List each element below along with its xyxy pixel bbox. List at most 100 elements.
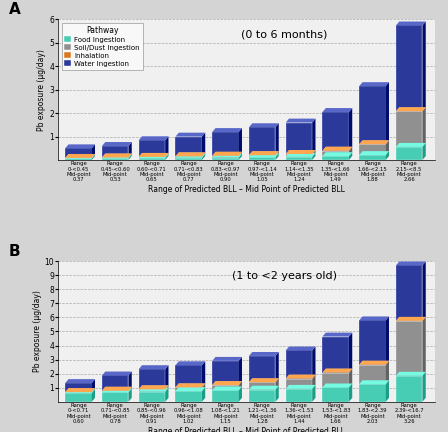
Polygon shape — [139, 136, 168, 140]
Polygon shape — [165, 136, 168, 157]
Bar — [65, 393, 92, 402]
Polygon shape — [239, 381, 242, 385]
Polygon shape — [212, 381, 242, 385]
Bar — [176, 391, 202, 402]
Polygon shape — [129, 387, 132, 392]
Polygon shape — [286, 346, 315, 350]
Polygon shape — [176, 361, 205, 365]
Bar — [323, 388, 349, 402]
Bar — [102, 392, 129, 402]
Bar — [139, 157, 165, 158]
Polygon shape — [386, 151, 389, 160]
Polygon shape — [92, 388, 95, 393]
Bar — [359, 384, 386, 402]
Polygon shape — [312, 119, 315, 154]
Bar — [286, 154, 312, 157]
Polygon shape — [276, 386, 279, 402]
Bar — [286, 389, 312, 402]
Bar — [176, 158, 202, 160]
Polygon shape — [359, 82, 389, 86]
Legend: Food Ingestion, Soil/Dust Ingestion, Inhalation, Water Ingestion: Food Ingestion, Soil/Dust Ingestion, Inh… — [62, 23, 142, 70]
Polygon shape — [212, 154, 242, 158]
Polygon shape — [286, 375, 315, 379]
Bar — [249, 390, 276, 402]
Polygon shape — [359, 380, 389, 384]
Polygon shape — [65, 154, 95, 158]
Polygon shape — [92, 155, 95, 160]
Polygon shape — [102, 387, 132, 391]
Bar — [286, 379, 312, 389]
Bar — [176, 388, 202, 391]
Bar — [139, 369, 165, 389]
Polygon shape — [312, 385, 315, 402]
Bar — [212, 391, 239, 402]
Polygon shape — [202, 387, 205, 402]
Bar — [212, 158, 239, 160]
Polygon shape — [386, 361, 389, 384]
Polygon shape — [176, 383, 205, 387]
Polygon shape — [323, 368, 352, 372]
Polygon shape — [92, 388, 95, 392]
Polygon shape — [249, 386, 279, 390]
Bar — [286, 157, 312, 160]
Polygon shape — [65, 379, 95, 383]
Polygon shape — [176, 152, 205, 156]
Polygon shape — [129, 372, 132, 391]
Bar — [323, 151, 349, 156]
Polygon shape — [422, 261, 426, 321]
Polygon shape — [165, 365, 168, 389]
Polygon shape — [239, 152, 242, 158]
Polygon shape — [139, 154, 168, 158]
Polygon shape — [202, 384, 205, 391]
Bar — [396, 376, 422, 402]
Bar — [102, 146, 129, 157]
Polygon shape — [139, 388, 168, 392]
Polygon shape — [396, 22, 426, 25]
Polygon shape — [129, 153, 132, 158]
Polygon shape — [129, 387, 132, 391]
Polygon shape — [165, 153, 168, 158]
Polygon shape — [212, 152, 242, 156]
Polygon shape — [65, 144, 95, 148]
Polygon shape — [249, 151, 279, 155]
Polygon shape — [102, 372, 132, 375]
Polygon shape — [396, 107, 426, 111]
Polygon shape — [323, 369, 352, 373]
Bar — [139, 158, 165, 160]
Polygon shape — [359, 317, 389, 321]
Polygon shape — [65, 389, 95, 393]
Bar — [396, 147, 422, 160]
Polygon shape — [249, 352, 279, 356]
Polygon shape — [65, 388, 95, 392]
Polygon shape — [286, 385, 315, 389]
Bar — [139, 389, 165, 392]
Polygon shape — [139, 153, 168, 157]
Polygon shape — [323, 108, 352, 112]
Bar — [249, 127, 276, 155]
Polygon shape — [396, 317, 426, 321]
Bar — [139, 140, 165, 157]
Polygon shape — [359, 151, 389, 155]
Polygon shape — [202, 152, 205, 156]
Bar — [249, 157, 276, 160]
Polygon shape — [422, 107, 426, 111]
Polygon shape — [239, 128, 242, 156]
Y-axis label: Pb exposure (μg/day): Pb exposure (μg/day) — [38, 49, 47, 130]
Polygon shape — [276, 151, 279, 157]
Bar — [65, 383, 92, 392]
Polygon shape — [176, 387, 205, 391]
Polygon shape — [276, 378, 279, 390]
Polygon shape — [239, 154, 242, 160]
Polygon shape — [349, 333, 352, 372]
Polygon shape — [396, 372, 426, 376]
Bar — [212, 156, 239, 158]
Bar — [396, 321, 422, 376]
Polygon shape — [276, 123, 279, 155]
Polygon shape — [323, 333, 352, 337]
Bar — [286, 350, 312, 378]
Polygon shape — [202, 361, 205, 387]
Bar — [323, 156, 349, 160]
Bar — [323, 337, 349, 372]
Bar — [102, 391, 129, 392]
Polygon shape — [276, 153, 279, 160]
